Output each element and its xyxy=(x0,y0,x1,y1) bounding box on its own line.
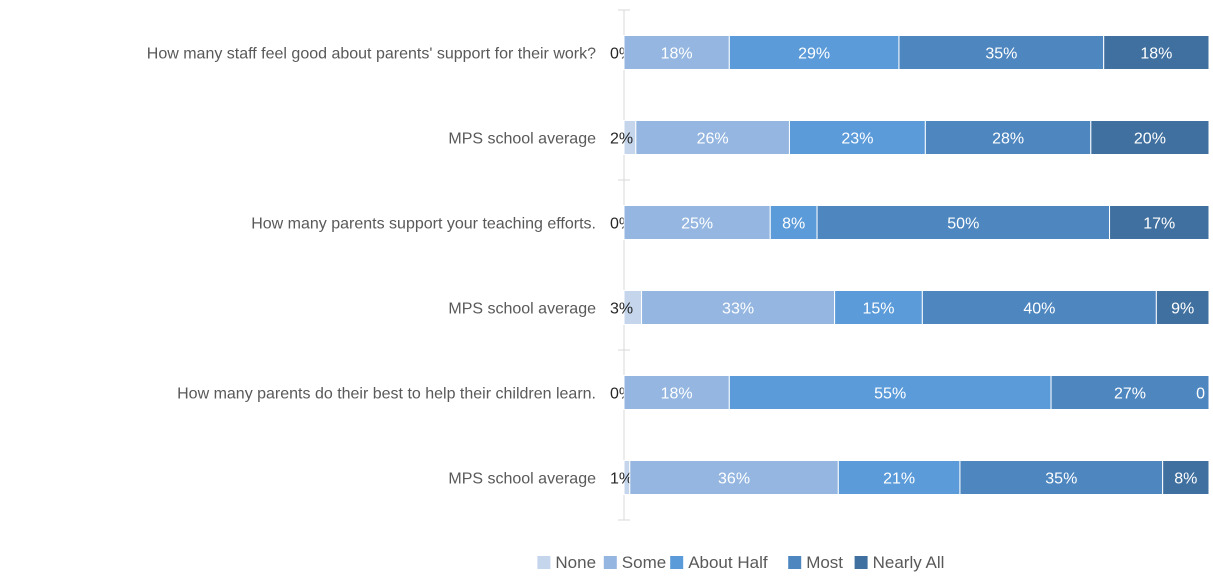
category-label: MPS school average xyxy=(448,471,596,488)
data-label: 55% xyxy=(874,386,906,403)
data-label: 8% xyxy=(1174,471,1197,488)
data-label: 33% xyxy=(722,301,754,318)
category-label: MPS school average xyxy=(448,301,596,318)
data-label: 29% xyxy=(798,46,830,63)
data-label: 23% xyxy=(841,131,873,148)
data-label: 21% xyxy=(883,471,915,488)
data-label: 15% xyxy=(862,301,894,318)
category-label: How many parents do their best to help t… xyxy=(177,386,596,403)
data-label: 35% xyxy=(985,46,1017,63)
legend-label: None xyxy=(555,553,596,572)
data-label: 3% xyxy=(610,301,633,318)
data-label: 50% xyxy=(947,216,979,233)
bar-segment-most xyxy=(816,205,1111,240)
category-label: How many staff feel good about parents' … xyxy=(147,46,596,63)
legend-label: Some xyxy=(622,553,666,572)
bar-segment-most xyxy=(898,35,1105,70)
category-label: MPS school average xyxy=(448,131,596,148)
category-axis xyxy=(618,9,630,521)
bar-segment-nearly-all xyxy=(1155,290,1210,325)
legend-label: Most xyxy=(806,553,843,572)
data-label: 26% xyxy=(697,131,729,148)
legend-label: Nearly All xyxy=(873,553,945,572)
bar-segment-some xyxy=(641,290,836,325)
data-label: 35% xyxy=(1045,471,1077,488)
bar-segment-some xyxy=(629,460,839,495)
bar-segment-nearly-all xyxy=(1103,35,1210,70)
legend: None Some About Half Most Nearly All xyxy=(537,553,944,572)
data-label: 18% xyxy=(661,386,693,403)
bar-segment-some xyxy=(623,205,771,240)
data-label: 9% xyxy=(1171,301,1194,318)
data-label: 1% xyxy=(610,471,633,488)
data-label: 40% xyxy=(1023,301,1055,318)
data-label: 17% xyxy=(1143,216,1175,233)
bar-segment-about-half xyxy=(728,35,900,70)
data-label: 28% xyxy=(992,131,1024,148)
legend-swatch xyxy=(603,556,617,569)
bar-segment-nearly-all xyxy=(1162,460,1210,495)
legend-swatch xyxy=(854,556,868,569)
bar-segment-most xyxy=(1050,375,1210,410)
category-label: How many parents support your teaching e… xyxy=(251,216,596,233)
data-label: 20% xyxy=(1134,131,1166,148)
category-labels: How many staff feel good about parents' … xyxy=(147,46,596,488)
bar-segment-about-half xyxy=(769,205,818,240)
bars: 0% 18% 29% 35% 18%2% 26% 23% 28% 20%0% 25% 8% 50% 17… xyxy=(610,35,1210,495)
legend-swatch xyxy=(537,556,551,569)
bar-segment-most xyxy=(921,290,1157,325)
legend-swatch xyxy=(788,556,802,569)
bar-segment-nearly-all xyxy=(1109,205,1210,240)
data-label: 27% xyxy=(1114,386,1146,403)
legend-label: About Half xyxy=(688,553,768,572)
data-label: 2% xyxy=(610,131,633,148)
data-label: 0 xyxy=(1196,386,1205,403)
bar-segment-nearly-all xyxy=(1090,120,1210,155)
data-label: 25% xyxy=(681,216,713,233)
bar-segment-most xyxy=(959,460,1164,495)
bar-segment-some xyxy=(635,120,790,155)
data-label: 18% xyxy=(1140,46,1172,63)
data-label: 36% xyxy=(718,471,750,488)
bar-segment-about-half xyxy=(837,460,961,495)
bar-segment-about-half xyxy=(834,290,923,325)
data-label: 8% xyxy=(782,216,805,233)
legend-swatch xyxy=(670,556,684,569)
data-label: 18% xyxy=(661,46,693,63)
